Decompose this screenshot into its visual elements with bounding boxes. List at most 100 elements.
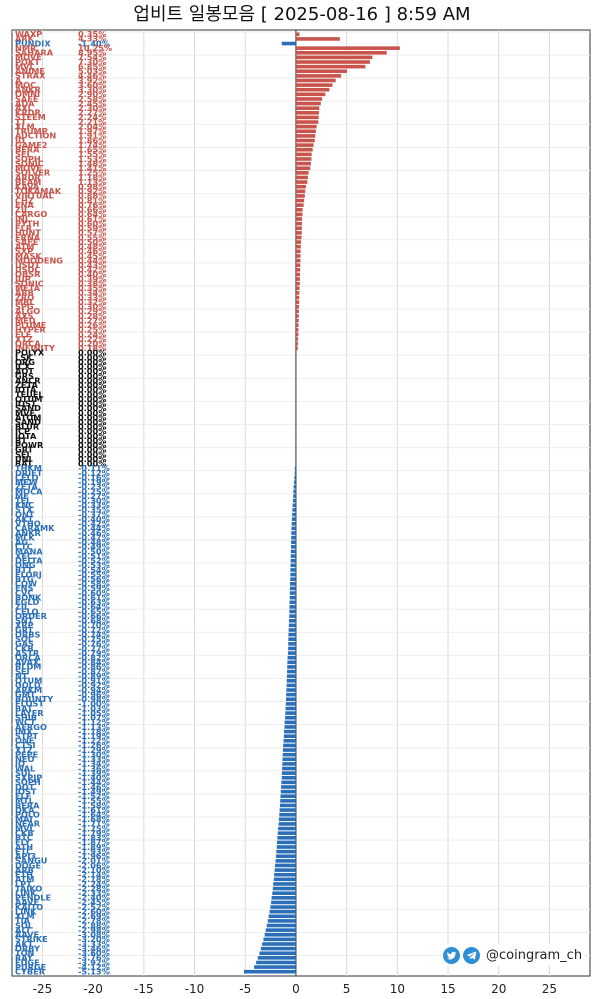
coin-change-label: 1.97% xyxy=(78,126,106,136)
bar-mvl xyxy=(278,826,296,831)
bar-sonic xyxy=(295,161,311,166)
coin-name-label: ICP xyxy=(15,426,30,436)
coin-name-label: LPT xyxy=(15,879,32,889)
coin-change-label: -1.64% xyxy=(78,809,110,819)
coin-name-label: USDC xyxy=(15,265,40,275)
bar-ark xyxy=(295,37,340,41)
coin-name-label: PUNDIX xyxy=(15,38,51,48)
coin-change-label: -0.64% xyxy=(78,602,110,612)
telegram-icon[interactable] xyxy=(463,946,480,964)
coin-change-label: 0.76% xyxy=(78,200,106,210)
coin-name-label: MTL xyxy=(15,796,34,806)
twitter-icon[interactable] xyxy=(443,946,460,964)
coin-name-label: SOPH xyxy=(15,777,41,787)
coin-name-label: TON xyxy=(15,948,35,958)
bar-ag xyxy=(291,540,296,545)
coin-name-label: ORG xyxy=(15,357,35,367)
coin-name-label: DOGE xyxy=(15,860,41,870)
bar-safe xyxy=(295,240,301,244)
coin-name-label: KAITO xyxy=(15,902,43,912)
bar-zeta xyxy=(293,485,296,489)
bar-bat xyxy=(285,706,296,711)
coin-change-label: -1.75% xyxy=(78,823,110,833)
bar-cyber xyxy=(243,969,296,974)
coin-name-label: GAME2 xyxy=(15,140,48,150)
coin-change-label: -0.11% xyxy=(78,463,110,473)
bar-arb xyxy=(274,868,296,872)
bar-one xyxy=(283,739,296,743)
coin-name-label: MOCA xyxy=(15,486,43,496)
bar-trump xyxy=(295,129,316,134)
bar-qtum xyxy=(286,678,296,683)
coin-change-label: 0.33% xyxy=(78,292,106,302)
coin-name-label: XRP xyxy=(15,620,34,630)
coin-change-label: -1.89% xyxy=(78,842,110,852)
coin-name-label: AXL xyxy=(15,103,33,113)
coin-change-label: -0.92% xyxy=(78,680,110,690)
coin-change-label: 0.40% xyxy=(78,269,106,279)
bar-moodeng xyxy=(295,258,301,263)
coin-change-label: -0.82% xyxy=(78,652,110,662)
bar-algo xyxy=(295,309,299,314)
bar-ckb xyxy=(277,831,296,835)
coin-name-label: SOL xyxy=(15,634,33,644)
coin-name-label: IOST xyxy=(15,786,37,796)
bar-hyper xyxy=(295,328,299,332)
coin-change-label: -1.83% xyxy=(78,833,110,843)
coin-change-label: -1.49% xyxy=(78,786,110,796)
coin-name-label: GRT xyxy=(15,445,34,455)
coin-change-label: 0.35% xyxy=(78,29,106,39)
bar-soph xyxy=(295,157,312,161)
coin-change-label: -0.54% xyxy=(78,565,110,575)
coin-change-label: -0.52% xyxy=(78,556,110,566)
coin-name-label: DOT xyxy=(15,782,35,792)
coin-change-label: -0.40% xyxy=(78,514,110,524)
coin-change-label: -2.28% xyxy=(78,883,110,893)
bar-sangu xyxy=(275,859,296,863)
coin-name-label: TRUMP xyxy=(15,126,48,136)
coin-name-label: CKB xyxy=(15,828,34,838)
bar-gold xyxy=(286,683,296,688)
coin-change-label: -1.61% xyxy=(78,805,110,815)
coin-name-label: ICX xyxy=(15,362,31,372)
coin-name-label: ATH xyxy=(15,842,33,852)
coin-change-label: 2.90% xyxy=(78,89,106,99)
coin-name-label: THKM xyxy=(15,463,42,473)
bar-axs xyxy=(295,314,299,318)
coin-change-label: -0.37% xyxy=(78,509,110,519)
coin-name-label: CVC xyxy=(15,588,33,598)
bar-spg xyxy=(295,304,299,309)
coin-change-label: 0.00% xyxy=(78,403,106,413)
bar-elf xyxy=(295,332,299,337)
coin-name-label: QTUM xyxy=(15,394,42,404)
coin-name-label: SANGU xyxy=(15,856,47,866)
coin-change-label: -3.76% xyxy=(78,953,110,963)
bar-ena xyxy=(295,203,304,207)
bar-snt xyxy=(289,618,296,623)
bar-bounty xyxy=(285,697,296,702)
bar-api3 xyxy=(276,854,296,859)
coin-change-label: -0.27% xyxy=(78,491,110,501)
coin-name-label: GAS xyxy=(15,639,34,649)
coin-name-label: KRDR xyxy=(15,108,41,118)
bar-wal xyxy=(282,766,296,771)
coin-name-label: NEO xyxy=(15,754,34,764)
coin-change-label: 0.20% xyxy=(78,338,106,348)
coin-change-label: -2.45% xyxy=(78,897,110,907)
coin-change-label: -2.78% xyxy=(78,916,110,926)
bar-anime xyxy=(295,69,347,74)
coin-name-label: PYTH xyxy=(15,218,40,228)
bar-cargo xyxy=(295,212,303,217)
coin-name-label: MBL xyxy=(15,297,35,307)
coin-change-label: 0.00% xyxy=(78,394,106,404)
bar-krdr xyxy=(295,111,319,115)
bar-ont xyxy=(292,512,296,517)
coin-change-label: 7.54% xyxy=(78,52,106,62)
coin-change-label: 2.58% xyxy=(78,94,106,104)
bar-cow xyxy=(290,582,296,586)
coin-change-label: 7.30% xyxy=(78,57,106,67)
coin-change-label: 0.59% xyxy=(78,223,106,233)
bar-btc xyxy=(277,835,296,840)
bar-cvc xyxy=(289,591,296,595)
coin-name-label: SAFE xyxy=(15,94,38,104)
